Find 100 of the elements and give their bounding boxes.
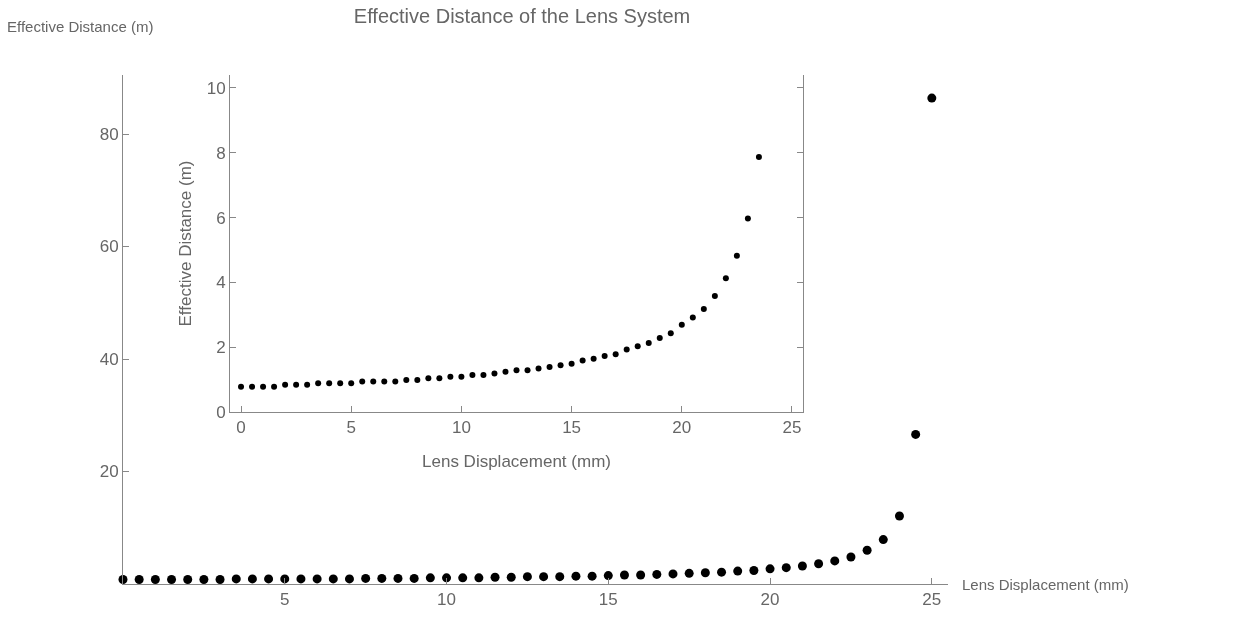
x-tick-label: 20 (672, 418, 692, 438)
point (458, 373, 465, 380)
point (393, 573, 403, 583)
point (927, 93, 937, 103)
point (535, 365, 542, 372)
point (568, 360, 575, 367)
point (249, 383, 256, 390)
point (590, 355, 597, 362)
point (238, 383, 245, 390)
point (296, 574, 306, 584)
point (645, 339, 652, 346)
point (830, 556, 840, 566)
point (684, 568, 694, 578)
point (490, 572, 500, 582)
x-axis-title: Lens Displacement (mm) (962, 576, 1129, 593)
y-tick-label: 0 (216, 402, 226, 422)
point (215, 575, 225, 584)
point (744, 215, 751, 222)
point (377, 573, 387, 583)
point (733, 252, 740, 259)
x-tick-label: 25 (782, 418, 802, 438)
point (480, 372, 487, 379)
point (134, 575, 144, 584)
x-tick-label: 5 (346, 418, 356, 438)
point (524, 367, 531, 374)
x-tick-label: 15 (598, 590, 618, 610)
point (359, 378, 366, 385)
point (603, 571, 613, 581)
point (328, 574, 338, 584)
point (502, 368, 509, 375)
point (392, 378, 399, 385)
y-axis-title: Effective Distance (m) (176, 160, 196, 327)
point (717, 567, 727, 577)
point (781, 563, 791, 573)
point (722, 275, 729, 282)
x-tick-label: 25 (922, 590, 942, 610)
x-tick-label: 15 (562, 418, 582, 438)
point (656, 335, 663, 342)
y-tick-label: 40 (99, 349, 119, 369)
point (601, 352, 608, 359)
x-axis-title: Lens Displacement (mm) (422, 451, 611, 471)
point (474, 573, 484, 583)
point (668, 569, 678, 579)
point (403, 376, 410, 383)
point (587, 571, 597, 581)
y-tick-label: 4 (216, 273, 226, 293)
point (344, 574, 354, 584)
point (711, 292, 718, 299)
point (491, 370, 498, 377)
y-tick-label: 6 (216, 208, 226, 228)
point (199, 575, 209, 584)
point (862, 545, 872, 555)
point (814, 559, 824, 569)
point (282, 381, 289, 388)
point (304, 381, 311, 388)
y-tick-label: 8 (216, 143, 226, 163)
point (231, 574, 241, 584)
point (612, 351, 619, 358)
point (634, 343, 641, 350)
point (678, 321, 685, 328)
x-tick-label: 0 (236, 418, 246, 438)
point (442, 573, 452, 583)
point (522, 572, 532, 582)
x-tick-label: 10 (437, 590, 456, 610)
chart-title: Effective Distance of the Lens System (353, 5, 691, 28)
point (436, 375, 443, 382)
point (315, 380, 322, 387)
point (667, 330, 674, 337)
point (911, 429, 921, 439)
point (755, 153, 762, 160)
point (546, 363, 553, 370)
point (361, 573, 371, 583)
point (846, 552, 856, 562)
point (579, 357, 586, 364)
point (571, 571, 581, 581)
point (381, 378, 388, 385)
point (733, 566, 743, 576)
point (425, 573, 435, 583)
point (260, 383, 267, 390)
point (506, 572, 516, 582)
y-axis-title: Effective Distance (m) (7, 18, 154, 35)
y-tick-label: 20 (99, 462, 119, 482)
point (348, 380, 355, 387)
x-tick-label: 10 (451, 418, 471, 438)
point (167, 575, 177, 584)
point (469, 372, 476, 379)
point (312, 574, 322, 584)
point (797, 561, 807, 571)
point (264, 574, 274, 584)
point (555, 572, 565, 582)
point (271, 383, 278, 390)
point (150, 575, 160, 584)
point (425, 375, 432, 382)
point (765, 564, 775, 574)
y-tick-label: 60 (99, 237, 119, 257)
point (619, 570, 629, 580)
point (557, 362, 564, 369)
point (513, 367, 520, 374)
x-tick-label: 20 (760, 590, 780, 610)
point (447, 373, 454, 380)
